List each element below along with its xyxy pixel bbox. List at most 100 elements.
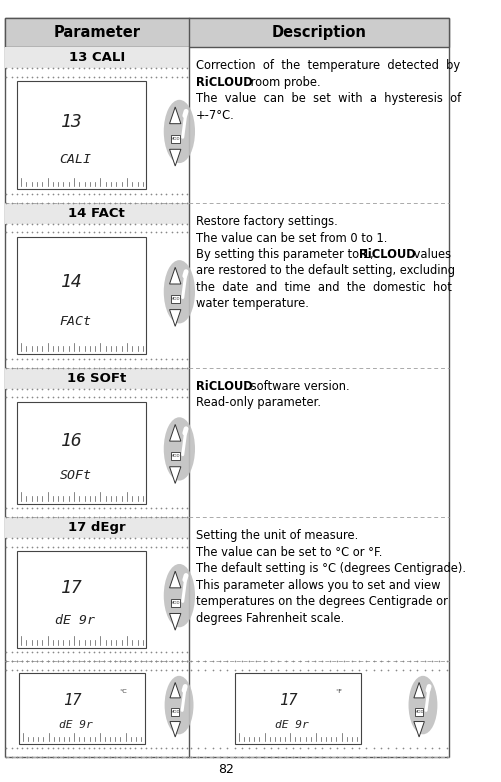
Point [126, 655, 134, 667]
Point [75, 62, 83, 74]
Point [126, 353, 134, 365]
Point [13, 70, 21, 83]
Text: are restored to the default setting, excluding: are restored to the default setting, exc… [195, 264, 454, 278]
Point [59, 511, 67, 523]
Point [54, 217, 62, 230]
Point [49, 646, 57, 658]
Point [325, 655, 333, 667]
Point [95, 62, 103, 74]
Point [177, 62, 185, 74]
Point [354, 663, 362, 676]
Point [201, 663, 209, 676]
Point [64, 353, 72, 365]
Point [64, 742, 72, 755]
Text: MOD: MOD [413, 710, 423, 714]
Point [100, 361, 108, 374]
Point [54, 391, 62, 404]
Point [28, 217, 36, 230]
Polygon shape [169, 149, 180, 166]
Point [69, 217, 77, 230]
Point [208, 655, 216, 667]
Point [136, 751, 144, 763]
Point [131, 655, 139, 667]
Bar [235, 673, 360, 744]
Bar [18, 81, 146, 189]
Point [182, 502, 190, 515]
Point [75, 188, 83, 200]
Point [162, 511, 170, 523]
Point [177, 70, 185, 83]
Point [157, 353, 165, 365]
Point [100, 353, 108, 365]
Point [252, 742, 260, 755]
Point [18, 70, 26, 83]
Point [23, 511, 31, 523]
Point [111, 70, 119, 83]
Point [105, 391, 113, 404]
Point [75, 751, 83, 763]
Point [121, 502, 129, 515]
Point [147, 540, 155, 553]
Point [230, 742, 238, 755]
Point [391, 742, 399, 755]
Point [177, 382, 185, 395]
Point [28, 646, 36, 658]
Point [39, 663, 47, 676]
Point [95, 511, 103, 523]
Point [100, 646, 108, 658]
Point [147, 502, 155, 515]
Text: MOD: MOD [170, 710, 179, 714]
Point [44, 226, 52, 239]
Point [172, 196, 180, 209]
Point [59, 361, 67, 374]
Point [3, 532, 11, 544]
Point [44, 361, 52, 374]
Point [157, 742, 165, 755]
Point [111, 663, 119, 676]
Point [28, 655, 36, 667]
Point [405, 655, 413, 667]
Point [75, 353, 83, 365]
Point [141, 70, 149, 83]
Point [80, 70, 88, 83]
Point [193, 742, 201, 755]
Point [33, 646, 41, 658]
Point [126, 742, 134, 755]
Point [244, 751, 253, 763]
Point [167, 646, 175, 658]
Point [296, 655, 304, 667]
Point [172, 751, 180, 763]
Point [111, 540, 119, 553]
Point [147, 62, 155, 74]
Point [8, 353, 16, 365]
Point [85, 655, 93, 667]
Point [177, 361, 185, 374]
Text: MOD: MOD [170, 297, 179, 301]
Point [80, 62, 88, 74]
Point [274, 655, 282, 667]
Point [172, 361, 180, 374]
Point [80, 540, 88, 553]
Point [85, 540, 93, 553]
Point [131, 217, 139, 230]
Point [182, 663, 190, 676]
Point [39, 361, 47, 374]
Point [3, 188, 11, 200]
Point [90, 226, 98, 239]
Point [157, 646, 165, 658]
Point [13, 646, 21, 658]
Text: 14 FACt: 14 FACt [68, 206, 125, 220]
Point [49, 751, 57, 763]
Point [95, 361, 103, 374]
Point [267, 751, 275, 763]
Point [69, 655, 77, 667]
Text: By setting this parameter to 1,: By setting this parameter to 1, [195, 248, 376, 261]
Point [28, 663, 36, 676]
Text: 82: 82 [218, 763, 234, 776]
Text: The  value  can  be  set  with  a  hysteresis  of: The value can be set with a hysteresis o… [195, 92, 460, 106]
Point [8, 382, 16, 395]
Point [18, 353, 26, 365]
Point [100, 188, 108, 200]
Point [223, 751, 231, 763]
Point [44, 217, 52, 230]
